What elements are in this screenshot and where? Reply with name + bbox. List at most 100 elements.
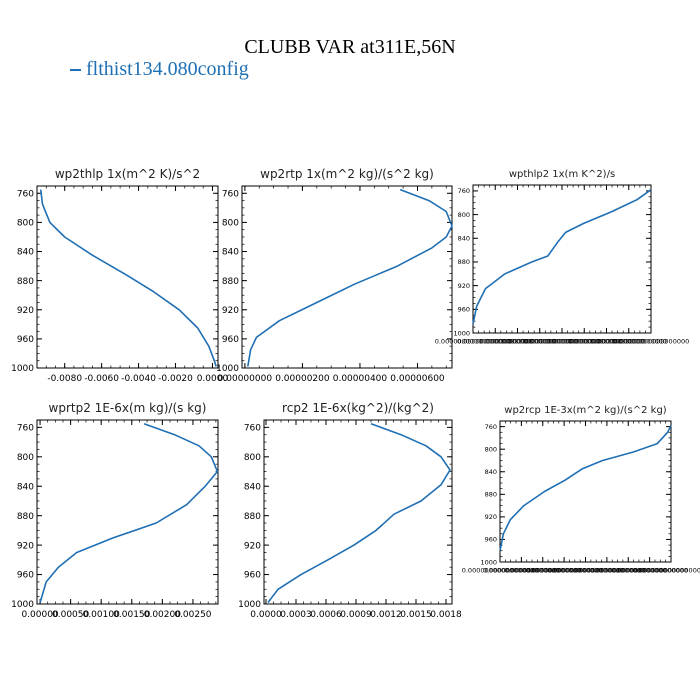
plot-frame xyxy=(499,420,672,563)
panel-title: wp2rtp 1x(m^2 kg)/(s^2 kg) xyxy=(260,167,434,181)
series-line xyxy=(39,189,217,367)
x-tick-label: 0.00000000000000000 xyxy=(457,338,534,346)
x-tick-label: 0.0015 xyxy=(400,610,432,620)
y-tick-label: 1000 xyxy=(11,600,34,610)
x-tick-label: 0.00000000000000000 xyxy=(526,567,603,575)
x-tick-label: 0.0000 xyxy=(197,374,229,384)
y-tick-label: 880 xyxy=(17,277,34,287)
x-tick-label: 0.00150 xyxy=(113,610,150,620)
series-line xyxy=(267,422,451,603)
y-tick-label: 840 xyxy=(222,248,239,258)
x-tick-label: 0.00050 xyxy=(52,610,89,620)
y-tick-label: 760 xyxy=(458,187,470,195)
x-tick-label: 0.0009 xyxy=(340,610,372,620)
figure-title: CLUBB VAR at311E,56N xyxy=(244,36,456,58)
x-tick-label: 0.0018 xyxy=(430,610,462,620)
x-tick-label: 0.00000000000000000 xyxy=(633,567,700,575)
x-tick-label: 0.00000000000000000 xyxy=(483,567,560,575)
x-tick-label: -0.0040 xyxy=(121,374,156,384)
y-tick-label: 800 xyxy=(222,219,239,229)
y-tick-label: 880 xyxy=(244,512,261,522)
x-tick-label: 0.00200 xyxy=(144,610,181,620)
plot-frame xyxy=(241,185,453,369)
panel-title: wpthlp2 1x(m K^2)/s xyxy=(509,169,615,180)
panel-title: rcp2 1E-6x(kg^2)/(kg^2) xyxy=(282,401,434,415)
panel-title: wp2thlp 1x(m^2 K)/s^2 xyxy=(55,167,200,181)
x-tick-label: 0.00000400 xyxy=(333,374,388,384)
y-tick-label: 960 xyxy=(244,571,261,581)
y-tick-label: 840 xyxy=(244,482,261,492)
series-line xyxy=(39,422,219,603)
x-tick-label: 0.00000000000000000 xyxy=(501,338,578,346)
legend-label: flthist134.080config xyxy=(86,58,249,80)
y-tick-label: 1000 xyxy=(11,364,34,374)
x-tick-label: 0.00000000000000000 xyxy=(524,338,601,346)
y-tick-label: 760 xyxy=(17,424,34,434)
chart-panel-5: rcp2 1E-6x(kg^2)/(kg^2) 760 800 840 880 920 96… xyxy=(238,401,462,620)
panel-title: wp2rcp 1E-3x(m^2 kg)/(s^2 kg) xyxy=(504,405,667,416)
y-tick-label: 920 xyxy=(222,306,239,316)
y-tick-label: 840 xyxy=(17,482,34,492)
x-tick-label: 0.0012 xyxy=(370,610,402,620)
y-tick-label: 800 xyxy=(17,453,34,463)
x-tick-label: 0.00000600 xyxy=(390,374,445,384)
plot-frame xyxy=(36,185,219,369)
chart-panel-3: wpthlp2 1x(m K^2)/s 760 800 840 880 920 960 100… xyxy=(435,169,690,346)
x-tick-label: 0.00000 xyxy=(21,610,58,620)
x-tick-label: 0.00000000000000000 xyxy=(590,567,667,575)
plot-frame xyxy=(263,419,453,605)
series-line xyxy=(472,189,652,325)
y-tick-label: 880 xyxy=(222,277,239,287)
y-tick-label: 880 xyxy=(485,491,497,499)
y-tick-label: 1000 xyxy=(216,364,239,374)
x-tick-label: -0.0060 xyxy=(84,374,119,384)
y-tick-label: 800 xyxy=(17,219,34,229)
x-tick-label: 0.00000000000000000 xyxy=(611,567,688,575)
y-tick-label: 960 xyxy=(222,335,239,345)
x-tick-label: 0.00100 xyxy=(83,610,120,620)
plot-frame xyxy=(472,184,652,334)
panel-title: wprtp2 1E-6x(m kg)/(s kg) xyxy=(49,401,207,415)
y-tick-label: 920 xyxy=(17,541,34,551)
y-tick-label: 1000 xyxy=(480,558,497,566)
x-tick-label: 0.0003 xyxy=(280,610,312,620)
y-tick-label: 960 xyxy=(17,335,34,345)
x-tick-label: 0.0000 xyxy=(250,610,282,620)
x-tick-label: -0.0080 xyxy=(47,374,82,384)
y-tick-label: 760 xyxy=(485,423,497,431)
x-tick-label: 0.00000000000000000 xyxy=(547,567,624,575)
y-tick-label: 1000 xyxy=(238,600,261,610)
x-tick-label: 0.00000000000000000 xyxy=(569,567,646,575)
x-tick-label: -0.0020 xyxy=(158,374,193,384)
series-line xyxy=(499,425,672,551)
y-tick-label: 800 xyxy=(244,453,261,463)
x-tick-label: 0.00000000000000000 xyxy=(462,567,539,575)
chart-panel-2: wp2rtp 1x(m^2 kg)/(s^2 kg) 760 800 840 880 92… xyxy=(216,167,453,384)
y-tick-label: 960 xyxy=(458,306,470,314)
x-tick-label: 0.00250 xyxy=(174,610,211,620)
x-tick-label: 0.00000000000000000 xyxy=(568,338,645,346)
plot-frame xyxy=(36,419,219,605)
y-tick-label: 840 xyxy=(485,468,497,476)
chart-panel-1: wp2thlp 1x(m^2 K)/s^2 760 800 840 880 920 960 1… xyxy=(11,167,228,384)
series-line xyxy=(247,188,453,367)
x-tick-label: 0.0006 xyxy=(310,610,342,620)
y-tick-label: 920 xyxy=(17,306,34,316)
x-tick-label: 0.00000000000000000 xyxy=(546,338,623,346)
x-tick-label: 0.00000000000000000 xyxy=(479,338,556,346)
y-tick-label: 960 xyxy=(485,536,497,544)
y-tick-label: 840 xyxy=(458,235,470,243)
x-tick-label: 0.00000000 xyxy=(218,374,273,384)
chart-panel-4: wprtp2 1E-6x(m kg)/(s kg) 760 800 840 880 920… xyxy=(11,401,219,620)
y-tick-label: 760 xyxy=(244,424,261,434)
y-tick-label: 960 xyxy=(17,571,34,581)
x-tick-label: 0.00000000000000000 xyxy=(613,338,690,346)
y-tick-label: 880 xyxy=(17,512,34,522)
legend: flthist134.080config xyxy=(70,58,249,81)
y-tick-label: 800 xyxy=(458,211,470,219)
x-tick-label: 0.00000000000000000 xyxy=(435,338,512,346)
x-tick-label: 0.00000200 xyxy=(275,374,330,384)
y-tick-label: 920 xyxy=(458,282,470,290)
